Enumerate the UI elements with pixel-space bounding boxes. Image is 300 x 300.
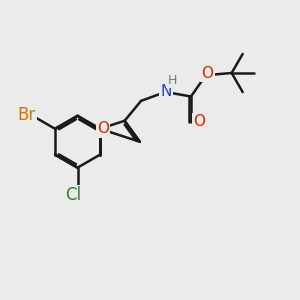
Text: O: O [193,114,205,129]
Text: O: O [201,66,213,81]
Text: Cl: Cl [65,186,81,204]
Text: H: H [167,74,177,87]
Text: N: N [160,84,172,99]
Text: Br: Br [17,106,35,124]
Text: O: O [97,121,109,136]
